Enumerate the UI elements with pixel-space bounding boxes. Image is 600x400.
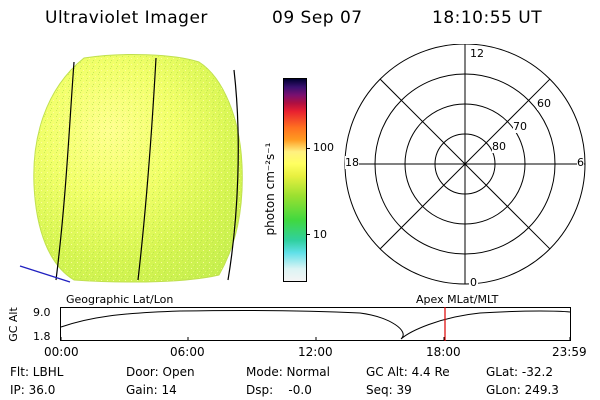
- orbit-x-tick-label: 12:00: [298, 345, 333, 359]
- door-info: Door: Open: [126, 365, 195, 379]
- uv-earth-image: [19, 54, 243, 283]
- orbit-y-tick: 1.8: [33, 330, 51, 343]
- orbit-altitude-plot: [60, 307, 571, 341]
- orbit-x-tick-label: 23:59: [552, 345, 587, 359]
- instrument-title: Ultraviolet Imager: [45, 8, 208, 28]
- orbit-x-tick-label: 00:00: [44, 345, 79, 359]
- longitude-line: [137, 57, 157, 281]
- colorbar-tick: [306, 148, 310, 149]
- time-label: 18:10:55 UT: [432, 8, 543, 28]
- mlat-label-80: 80: [492, 140, 506, 153]
- orbit-x-tick-label: 06:00: [170, 345, 205, 359]
- orbit-y-axis-label: GC Alt: [6, 307, 20, 342]
- gain-info: Gain: 14: [126, 383, 177, 397]
- glat-info: GLat: -32.2: [486, 365, 553, 379]
- mlt-label-6: 6: [577, 156, 584, 169]
- orbit-right-title: Apex MLat/MLT: [416, 293, 499, 306]
- colorbar-tick-label: 10: [313, 228, 327, 241]
- mlt-label-18: 18: [345, 156, 359, 169]
- color-scale-bar: [283, 78, 307, 282]
- gc-alt-info: GC Alt: 4.4 Re: [366, 365, 450, 379]
- polar-mlat-mlt-plot: [344, 44, 586, 285]
- longitude-line: [55, 61, 75, 281]
- coastline: [19, 265, 71, 283]
- glon-info: GLon: 249.3: [486, 383, 559, 397]
- mlt-label-0: 0: [469, 276, 478, 289]
- dsp-info: Dsp: -0.0: [246, 383, 312, 397]
- colorbar-tick-label: 100: [313, 141, 334, 154]
- orbit-y-tick: 9.0: [33, 306, 51, 319]
- seq-info: Seq: 39: [366, 383, 412, 397]
- polar-axis: [379, 78, 551, 250]
- mlt-label-12: 12: [469, 47, 485, 60]
- longitude-line: [227, 69, 239, 281]
- orbit-left-title: Geographic Lat/Lon: [66, 293, 174, 306]
- colorbar-tick: [306, 234, 310, 235]
- orbit-altitude-curve: [60, 309, 571, 340]
- mlat-label-70: 70: [513, 120, 527, 133]
- orbit-x-tick-label: 18:00: [426, 345, 461, 359]
- mode-info: Mode: Normal: [246, 365, 330, 379]
- colorbar-unit-label: photon cm⁻²s⁻¹: [263, 142, 277, 236]
- filter-info: Flt: LBHL: [10, 365, 64, 379]
- ip-info: IP: 36.0: [10, 383, 56, 397]
- mlat-label-60: 60: [537, 97, 551, 110]
- date-label: 09 Sep 07: [272, 8, 363, 28]
